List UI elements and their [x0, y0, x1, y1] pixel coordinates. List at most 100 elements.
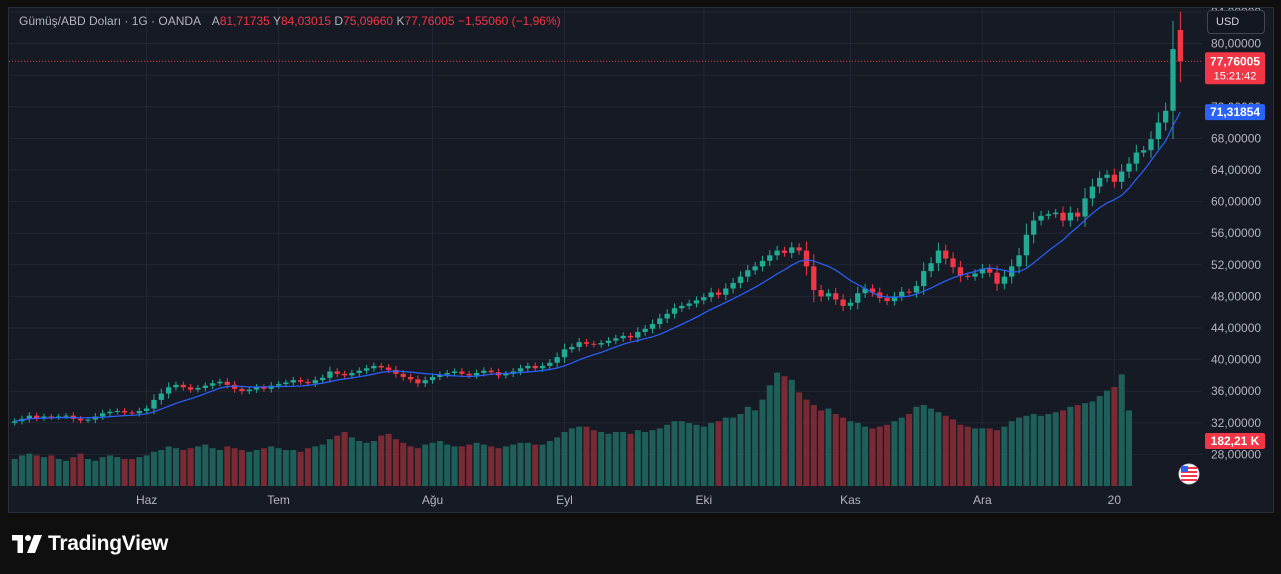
volume-bar — [1052, 412, 1059, 486]
candle-body — [884, 297, 890, 302]
candle-body — [1119, 171, 1125, 182]
volume-bar — [656, 428, 663, 486]
price-tick-label: 56,00000 — [1211, 226, 1261, 240]
low-value: 75,09660 — [343, 14, 394, 28]
candle-body — [737, 276, 744, 283]
volume-bar — [986, 428, 993, 486]
volume-bar — [700, 426, 707, 486]
time-tick-label: Haz — [136, 493, 157, 507]
candle-body — [921, 271, 927, 287]
volume-bar — [561, 432, 568, 486]
candle-body — [818, 290, 824, 297]
tradingview-brand[interactable]: TradingView — [12, 532, 168, 556]
volume-bar — [180, 450, 187, 486]
candle-body — [1001, 276, 1008, 284]
candle-body — [664, 313, 670, 319]
open-value: 81,71735 — [219, 14, 270, 28]
candle-body — [723, 288, 729, 295]
candle-body — [78, 418, 84, 421]
candle-body — [121, 410, 128, 413]
candles — [12, 11, 1183, 426]
candle-body — [385, 367, 392, 370]
volume-bar — [781, 376, 788, 486]
price-tick-label: 28,00000 — [1211, 447, 1261, 461]
volume-bars — [11, 372, 1133, 486]
volume-bar — [106, 455, 113, 486]
moving-average-line — [14, 111, 1181, 422]
volume-bar — [150, 451, 157, 486]
candle-body — [1067, 212, 1074, 221]
volume-bar — [158, 450, 165, 486]
candle-body — [136, 410, 142, 414]
candle-body — [158, 393, 164, 400]
candle-body — [598, 342, 604, 345]
candle-body — [994, 272, 1000, 284]
candle-body — [451, 371, 458, 374]
volume-bar — [847, 421, 854, 486]
volume-bar — [128, 459, 135, 486]
volume-bar — [40, 457, 47, 486]
candle-body — [231, 384, 238, 389]
candle-body — [605, 340, 612, 343]
volume-bar — [964, 426, 971, 486]
volume-bar — [18, 455, 26, 486]
candle-body — [56, 416, 62, 418]
candle-body — [569, 346, 575, 350]
volume-bar — [304, 448, 311, 486]
last-price-badge — [1205, 52, 1265, 85]
volume-bar — [422, 444, 429, 486]
volume-bar — [532, 444, 539, 486]
volume-bar — [583, 426, 590, 486]
chart-panel[interactable]: 28,00000 32,00000 36,00000 40,00000 44,00000… — [8, 7, 1274, 513]
volume-bar — [517, 442, 524, 486]
volume-bar — [590, 430, 597, 486]
price-tick-label: 40,00000 — [1211, 353, 1261, 367]
candle-body — [195, 388, 201, 390]
volume-bar — [84, 459, 91, 486]
candle-body — [363, 368, 370, 371]
volume-bar — [957, 424, 964, 486]
volume-bar — [972, 428, 979, 486]
candle-body — [525, 365, 531, 369]
candle-body — [1082, 198, 1088, 217]
volume-bar — [920, 405, 927, 486]
volume-bar — [722, 417, 729, 486]
volume-bar — [33, 455, 40, 486]
candle-body — [290, 380, 296, 383]
volume-bar — [312, 446, 319, 486]
volume-bar — [942, 415, 949, 486]
price-tick-label: 60,00000 — [1211, 195, 1261, 209]
volume-bar — [121, 459, 128, 486]
volume-bar — [744, 406, 751, 486]
candle-body — [1155, 122, 1161, 140]
symbol-name: Gümüş/ABD Doları · 1G · OANDA — [19, 14, 201, 28]
candle-body — [950, 258, 956, 268]
candle-body — [209, 383, 216, 386]
candle-body — [253, 387, 260, 390]
candle-body — [1141, 150, 1147, 153]
candle-body — [847, 302, 854, 306]
volume-bar — [766, 385, 773, 486]
candle-body — [1031, 220, 1037, 235]
currency-button[interactable]: USD — [1207, 10, 1265, 34]
volume-bar — [356, 441, 363, 486]
volume-bar — [378, 435, 385, 486]
candle-body — [129, 412, 135, 414]
volume-bar — [334, 435, 341, 486]
candle-body — [913, 286, 920, 293]
volume-bar — [209, 448, 216, 486]
volume-bar — [282, 450, 289, 486]
candle-body — [26, 415, 32, 419]
candle-body — [781, 250, 788, 253]
candle-body — [34, 415, 40, 419]
candle-body — [759, 260, 766, 267]
candlestick-chart[interactable]: 28,00000 32,00000 36,00000 40,00000 44,00000… — [9, 8, 1273, 512]
candle-body — [1126, 163, 1132, 172]
candle-body — [635, 331, 641, 338]
volume-bar — [612, 432, 619, 486]
candle-body — [693, 300, 700, 304]
volume-bar — [664, 424, 671, 486]
volume-bar — [202, 444, 209, 486]
grid-lines — [9, 8, 1202, 486]
candle-body — [576, 342, 582, 347]
